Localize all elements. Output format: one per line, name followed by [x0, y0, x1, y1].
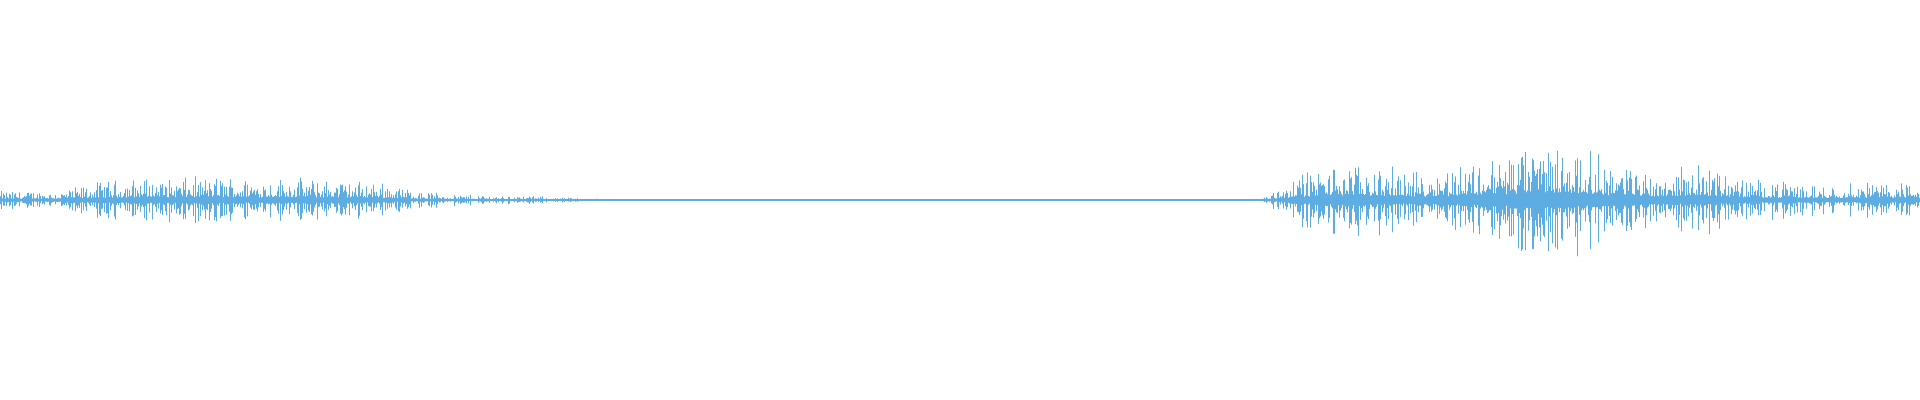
- waveform-samples: [0, 150, 1920, 257]
